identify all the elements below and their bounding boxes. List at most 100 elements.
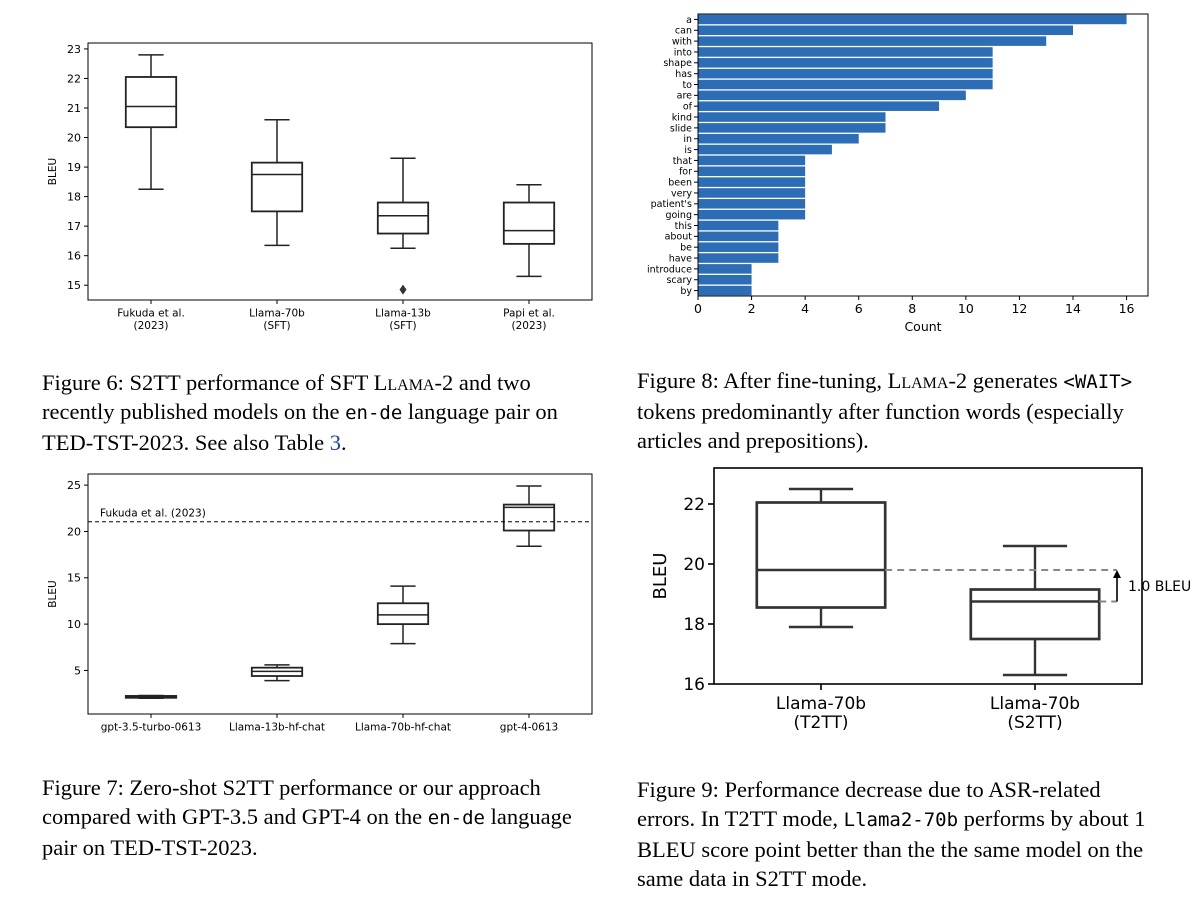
- fig9-ytick-label: 18: [683, 615, 705, 635]
- fig8-bar: [698, 47, 993, 57]
- fig8-bar: [698, 101, 940, 111]
- fig6-ytick-label: 19: [67, 161, 81, 174]
- fig6-outlier: [399, 284, 407, 295]
- fig6-caption-text-3: language pair on TED-TST-2023. See also …: [42, 399, 558, 455]
- fig7-xtick-label: gpt-4-0613: [500, 722, 558, 734]
- fig6-caption-table-link[interactable]: 3: [329, 430, 342, 455]
- fig6-caption-text: Figure 6: S2TT performance of SFT: [42, 370, 374, 395]
- fig8-caption-text-2: -2 generates: [948, 368, 1064, 393]
- fig8-frame: [697, 13, 1149, 297]
- fig9-xtick-label: (T2TT): [794, 713, 849, 733]
- fig7-ytick-label: 5: [74, 664, 81, 677]
- fig7-chart: Fukuda et al. (2023) 5 10 15 20 25 gpt-3.5-tur…: [47, 473, 593, 734]
- fig7-ytick-label: 10: [67, 618, 81, 631]
- fig7-xtick-label: gpt-3.5-turbo-0613: [101, 722, 202, 734]
- fig8-ytick-label: slide: [670, 123, 692, 134]
- fig8-ytick-label: in: [683, 134, 692, 145]
- fig8-bar: [698, 242, 779, 252]
- fig8-ytick-label: that: [673, 156, 693, 167]
- fig6-caption-end: .: [341, 430, 347, 455]
- fig7-caption-text-2: language pair on TED-TST-2023.: [42, 804, 572, 860]
- fig9-caption: Figure 9: Performance decrease due to AS…: [637, 775, 1159, 893]
- fig6-caption: Figure 6: S2TT performance of SFT Llama-…: [42, 368, 602, 457]
- fig8-ytick-label: with: [672, 37, 692, 48]
- fig8-ytick-label: can: [675, 26, 692, 37]
- fig8-chart: acanwithintoshapehastoareofkindslideinis…: [647, 13, 1149, 334]
- fig8-bar: [698, 14, 1127, 25]
- fig6-box: [376, 201, 430, 235]
- fig8-bar: [698, 177, 806, 187]
- fig8-bar: [698, 79, 993, 90]
- fig7-ytick-label: 20: [67, 525, 81, 538]
- fig6-ytick-label: 18: [67, 191, 81, 204]
- fig8-bar: [698, 58, 993, 68]
- fig6-caption-llama: Llama: [373, 370, 435, 395]
- fig8-ytick-label: is: [684, 145, 692, 156]
- fig7-xtick-label: Llama-70b-hf-chat: [355, 722, 451, 734]
- fig7-frame: [87, 473, 593, 715]
- fig8-ytick-label: of: [683, 102, 693, 113]
- fig9-caption-model: Llama2-70b: [843, 809, 959, 831]
- fig7-box: [502, 503, 556, 532]
- fig8-bar: [698, 231, 779, 242]
- fig8-caption-llama: Llama: [887, 368, 949, 393]
- fig7-reference-label: Fukuda et al. (2023): [100, 508, 206, 520]
- fig6-ytick-label: 16: [67, 250, 81, 263]
- fig8-xtick-label: 12: [1011, 301, 1027, 316]
- fig8-xtick-label: 4: [801, 301, 809, 316]
- fig6-box: [502, 201, 556, 245]
- fig9-box: [969, 588, 1101, 641]
- fig8-bar: [698, 133, 859, 144]
- fig7-caption: Figure 7: Zero-shot S2TT performance or …: [42, 773, 602, 862]
- fig8-ytick-label: be: [680, 243, 692, 254]
- fig6-caption-lang: en-de: [345, 402, 403, 424]
- fig8-bar: [698, 220, 779, 231]
- fig9-ytick-label: 22: [683, 495, 705, 515]
- fig6-xtick-label: (SFT): [263, 320, 290, 332]
- fig8-xlabel: Count: [904, 319, 941, 334]
- fig8-ytick-label: has: [675, 69, 692, 80]
- fig8-bar: [698, 274, 752, 285]
- fig6-caption-text-2: -2 and two recently published models on …: [42, 370, 531, 424]
- fig8-xtick-label: 16: [1119, 301, 1135, 316]
- fig8-ytick-label: into: [674, 47, 692, 58]
- fig8-bar: [698, 155, 806, 166]
- fig8-ytick-label: patient's: [651, 199, 692, 210]
- fig7-xtick-label: Llama-13b-hf-chat: [229, 722, 325, 734]
- fig9-ylabel: BLEU: [650, 553, 671, 600]
- fig6-ytick-label: 20: [67, 131, 81, 144]
- fig8-bar: [698, 68, 993, 79]
- fig8-ytick-label: a: [686, 15, 692, 26]
- fig8-xtick-label: 14: [1065, 301, 1081, 316]
- fig6-ytick-label: 15: [67, 279, 81, 292]
- fig7-caption-text: Figure 7: Zero-shot S2TT performance or …: [42, 775, 541, 829]
- fig9-frame: [713, 467, 1143, 685]
- fig8-bar: [698, 188, 806, 198]
- fig8-ytick-label: been: [668, 178, 692, 189]
- fig8-bar: [698, 166, 806, 177]
- fig8-ytick-label: for: [679, 167, 692, 178]
- fig8-ytick-label: shape: [663, 58, 692, 69]
- fig8-ytick-label: about: [665, 232, 693, 243]
- fig6-xtick-label: Papi et al.: [503, 308, 555, 320]
- fig9-plot: 1.0 BLEU16182022Llama-70b(T2TT)Llama-70b…: [650, 467, 1191, 733]
- fig6-xtick-label: (2023): [134, 320, 169, 332]
- fig8-caption-text-3: tokens predominantly after function word…: [637, 399, 1124, 453]
- fig9-xtick-label: Llama-70b: [776, 694, 866, 714]
- fig9-caption-text: Figure 9: Performance decrease due to AS…: [637, 777, 1101, 831]
- fig8-xtick-label: 6: [855, 301, 863, 316]
- fig7-box: [376, 602, 430, 626]
- fig9-ytick-label: 16: [683, 675, 705, 695]
- fig9-xtick-label: Llama-70b: [990, 694, 1080, 714]
- fig7-ytick-label: 15: [67, 572, 81, 585]
- fig8-bar: [698, 123, 886, 133]
- fig8-ytick-label: to: [682, 80, 692, 91]
- fig6-xtick-label: (2023): [512, 320, 547, 332]
- fig6-ytick-label: 22: [67, 72, 81, 85]
- fig8-plot: acanwithintoshapehastoareofkindslideinis…: [647, 13, 1149, 334]
- fig6-box: [124, 76, 178, 129]
- fig7-caption-lang: en-de: [427, 807, 485, 829]
- fig6-xtick-label: Llama-70b: [249, 308, 305, 320]
- fig9-annotation-label: 1.0 BLEU: [1128, 579, 1191, 595]
